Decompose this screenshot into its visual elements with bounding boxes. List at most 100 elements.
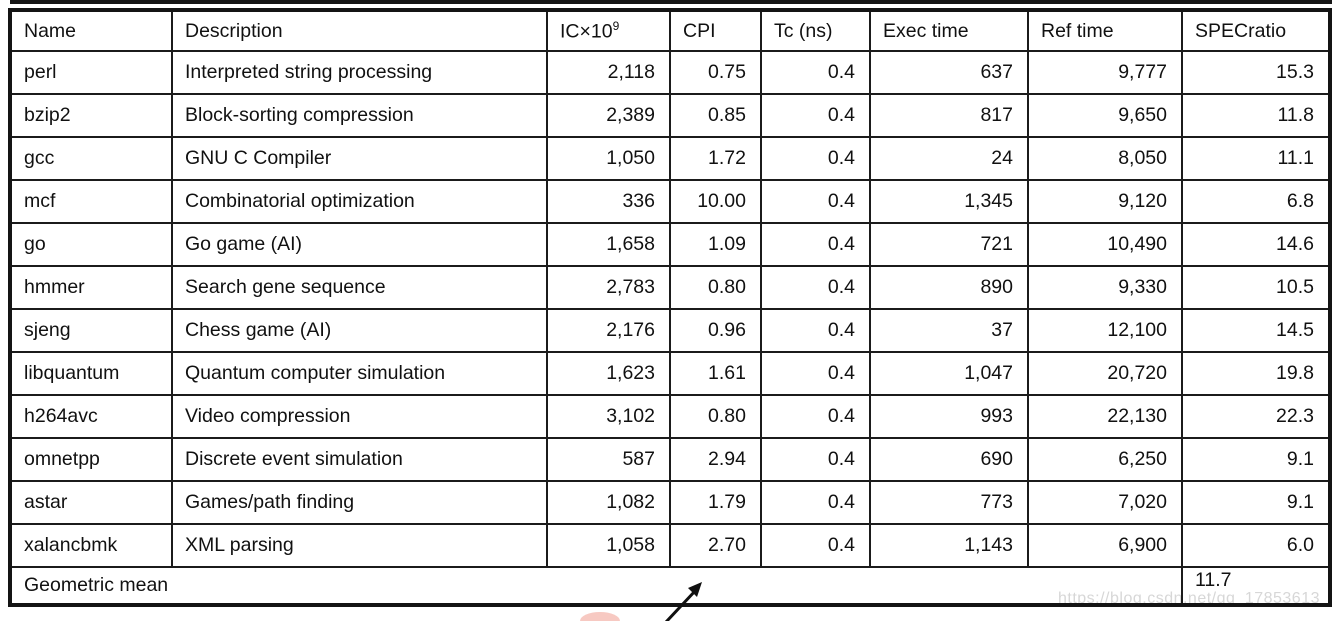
cpi-cell: 2.94 [669, 437, 762, 482]
description-cell: Discrete event simulation [171, 437, 548, 482]
ref-cell: 9,120 [1027, 179, 1183, 224]
name-cell: h264avc [9, 394, 173, 439]
ic-cell: 1,658 [546, 222, 671, 267]
description-cell: Block-sorting compression [171, 93, 548, 138]
spec-cell: 9.1 [1181, 480, 1331, 525]
geometric-mean-label: Geometric mean [9, 566, 1183, 606]
cpi-cell: 0.85 [669, 93, 762, 138]
tc-cell: 0.4 [760, 136, 871, 181]
exec-cell: 817 [869, 93, 1029, 138]
col-header-exec-time: Exec time [869, 9, 1029, 52]
ic-cell: 1,058 [546, 523, 671, 568]
ic-cell: 2,389 [546, 93, 671, 138]
tc-cell: 0.4 [760, 222, 871, 267]
tc-cell: 0.4 [760, 308, 871, 353]
ref-cell: 12,100 [1027, 308, 1183, 353]
col-header-cpi: CPI [669, 9, 762, 52]
name-cell: go [9, 222, 173, 267]
ic-cell: 1,623 [546, 351, 671, 396]
ref-cell: 6,900 [1027, 523, 1183, 568]
cpi-cell: 1.61 [669, 351, 762, 396]
cpi-cell: 1.72 [669, 136, 762, 181]
exec-cell: 690 [869, 437, 1029, 482]
tc-cell: 0.4 [760, 394, 871, 439]
ic-cell: 2,176 [546, 308, 671, 353]
col-header-name: Name [9, 9, 173, 52]
description-cell: GNU C Compiler [171, 136, 548, 181]
name-cell: xalancbmk [9, 523, 173, 568]
spec-cell: 22.3 [1181, 394, 1331, 439]
name-cell: hmmer [9, 265, 173, 310]
table-row: omnetpp Discrete event simulation 587 2.94 0… [9, 437, 1331, 482]
description-cell: Go game (AI) [171, 222, 548, 267]
description-cell: Search gene sequence [171, 265, 548, 310]
description-cell: Interpreted string processing [171, 50, 548, 95]
tc-cell: 0.4 [760, 523, 871, 568]
table-row: hmmer Search gene sequence 2,783 0.80 0.4 890… [9, 265, 1331, 310]
geometric-mean-value: 11.7 [1181, 566, 1331, 606]
ic-cell: 1,050 [546, 136, 671, 181]
description-cell: Games/path finding [171, 480, 548, 525]
ref-cell: 9,330 [1027, 265, 1183, 310]
ref-cell: 9,650 [1027, 93, 1183, 138]
exec-cell: 890 [869, 265, 1029, 310]
cpi-cell: 10.00 [669, 179, 762, 224]
col-header-specratio: SPECratio [1181, 9, 1331, 52]
ic-cell: 3,102 [546, 394, 671, 439]
table-row: xalancbmk XML parsing 1,058 2.70 0.4 1,143 6,9… [9, 523, 1331, 568]
tc-cell: 0.4 [760, 50, 871, 95]
description-cell: Quantum computer simulation [171, 351, 548, 396]
ref-cell: 6,250 [1027, 437, 1183, 482]
name-cell: mcf [9, 179, 173, 224]
name-cell: libquantum [9, 351, 173, 396]
spec-cell: 9.1 [1181, 437, 1331, 482]
ref-cell: 10,490 [1027, 222, 1183, 267]
tc-cell: 0.4 [760, 437, 871, 482]
exec-cell: 773 [869, 480, 1029, 525]
exec-cell: 37 [869, 308, 1029, 353]
exec-cell: 1,143 [869, 523, 1029, 568]
spec-cell: 6.0 [1181, 523, 1331, 568]
ref-cell: 20,720 [1027, 351, 1183, 396]
description-cell: XML parsing [171, 523, 548, 568]
exec-cell: 721 [869, 222, 1029, 267]
ref-cell: 7,020 [1027, 480, 1183, 525]
tc-cell: 0.4 [760, 179, 871, 224]
description-cell: Chess game (AI) [171, 308, 548, 353]
tc-cell: 0.4 [760, 93, 871, 138]
tc-cell: 0.4 [760, 265, 871, 310]
ref-cell: 9,777 [1027, 50, 1183, 95]
exec-cell: 637 [869, 50, 1029, 95]
tc-cell: 0.4 [760, 351, 871, 396]
spec-benchmark-table: Name Description IC×109 CPI Tc (ns) Exec… [8, 8, 1332, 607]
ic-cell: 336 [546, 179, 671, 224]
spec-cell: 14.5 [1181, 308, 1331, 353]
ic-cell: 587 [546, 437, 671, 482]
table-row: libquantum Quantum computer simulation 1,6… [9, 351, 1331, 396]
cpi-cell: 2.70 [669, 523, 762, 568]
name-cell: perl [9, 50, 173, 95]
name-cell: astar [9, 480, 173, 525]
ic-cell: 1,082 [546, 480, 671, 525]
col-header-tc: Tc (ns) [760, 9, 871, 52]
geometric-mean-row: Geometric mean 11.7 [9, 566, 1331, 606]
table-row: bzip2 Block-sorting compression 2,389 0.85 0… [9, 93, 1331, 138]
table-row: astar Games/path finding 1,082 1.79 0.4 773 7,… [9, 480, 1331, 525]
table-row: perl Interpreted string processing 2,118 0.… [9, 50, 1331, 95]
ic-cell: 2,783 [546, 265, 671, 310]
col-header-description: Description [171, 9, 548, 52]
spec-cell: 15.3 [1181, 50, 1331, 95]
cpi-cell: 0.96 [669, 308, 762, 353]
table-row: sjeng Chess game (AI) 2,176 0.96 0.4 37 12,100… [9, 308, 1331, 353]
ref-cell: 22,130 [1027, 394, 1183, 439]
name-cell: sjeng [9, 308, 173, 353]
cpi-cell: 0.80 [669, 265, 762, 310]
cpi-cell: 1.79 [669, 480, 762, 525]
ic-cell: 2,118 [546, 50, 671, 95]
spec-cell: 11.8 [1181, 93, 1331, 138]
table-row: gcc GNU C Compiler 1,050 1.72 0.4 24 8,050 11.1 [9, 136, 1331, 181]
table-row: mcf Combinatorial optimization 336 10.00 0.4… [9, 179, 1331, 224]
spec-cell: 6.8 [1181, 179, 1331, 224]
description-cell: Video compression [171, 394, 548, 439]
